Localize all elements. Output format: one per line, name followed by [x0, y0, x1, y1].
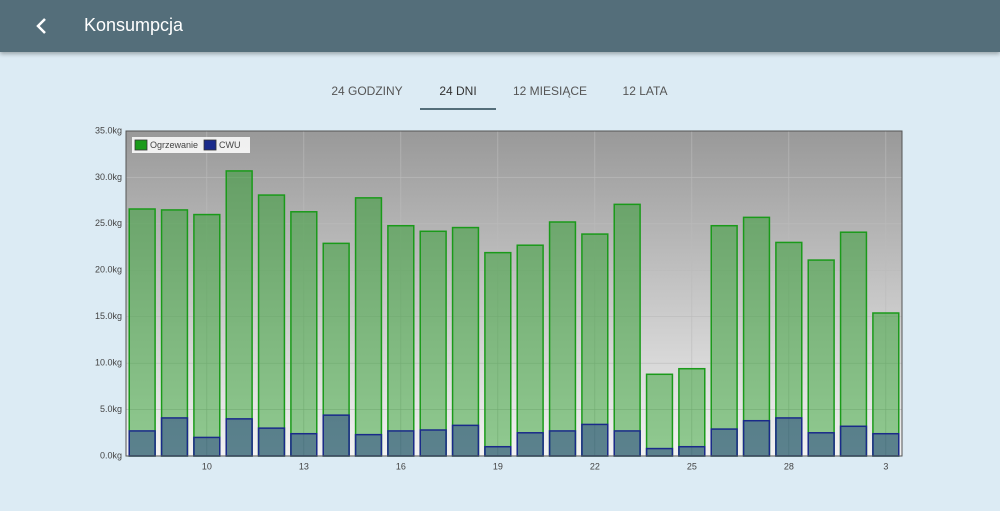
y-tick-label: 35.0kg: [95, 125, 122, 135]
bar: [387, 430, 415, 457]
x-tick-label: 10: [202, 461, 212, 471]
legend-swatch: [203, 139, 217, 151]
bar: [484, 445, 512, 457]
y-tick-label: 10.0kg: [95, 358, 122, 368]
legend-swatch: [134, 139, 148, 151]
bar: [419, 429, 447, 457]
x-tick-label: 3: [883, 461, 888, 471]
plot-background: [126, 131, 902, 456]
bar: [128, 208, 156, 457]
bar: [322, 414, 350, 457]
bar: [872, 432, 900, 457]
bar: [645, 447, 674, 457]
bar: [645, 373, 674, 457]
app-bar: Konsumpcja: [0, 0, 1000, 52]
bar: [257, 194, 286, 457]
tab-indicator: [420, 108, 496, 110]
y-tick-label: 20.0kg: [95, 265, 122, 275]
bar: [710, 428, 738, 457]
tab-bar: 24 GODZINY 24 DNI 12 MIESIĄCE 12 LATA: [0, 76, 1000, 112]
x-tick-label: 28: [784, 461, 794, 471]
tab[interactable]: 24 DNI: [439, 84, 477, 98]
x-tick-label: 19: [493, 461, 503, 471]
bar: [839, 231, 868, 457]
legend-label: CWU: [219, 140, 241, 150]
bar: [548, 221, 577, 457]
bar: [678, 367, 706, 457]
bar: [387, 224, 415, 457]
bar: [548, 430, 577, 457]
bar: [290, 211, 318, 457]
bar: [225, 170, 253, 457]
y-tick-label: 15.0kg: [95, 311, 122, 321]
bar: [451, 424, 480, 457]
bar: [484, 251, 512, 457]
y-tick-label: 0.0kg: [100, 450, 122, 460]
y-tick-label: 25.0kg: [95, 218, 122, 228]
bar: [451, 226, 480, 457]
plot-border: [125, 130, 903, 457]
y-tick-label: 30.0kg: [95, 172, 122, 182]
bar: [128, 430, 156, 457]
bar: [419, 230, 447, 457]
bar: [613, 430, 641, 457]
bar: [581, 423, 609, 457]
y-tick-label: 5.0kg: [100, 404, 122, 414]
bar: [839, 425, 868, 457]
legend-box: [132, 137, 250, 153]
bar: [354, 197, 383, 457]
x-tick-label: 13: [299, 461, 309, 471]
bar: [322, 242, 350, 457]
bar: [257, 427, 286, 457]
tab[interactable]: 24 GODZINY: [331, 84, 403, 98]
bar: [193, 213, 221, 457]
bar: [516, 244, 544, 457]
bar: [290, 432, 318, 457]
bar: [193, 436, 221, 457]
bar: [225, 418, 253, 457]
page-title: Konsumpcja: [84, 15, 184, 35]
tab[interactable]: 12 LATA: [622, 84, 668, 98]
bar: [354, 433, 383, 457]
bar: [807, 259, 835, 457]
x-tick-label: 25: [687, 461, 697, 471]
bar: [678, 445, 706, 457]
x-tick-label: 22: [590, 461, 600, 471]
x-tick-label: 16: [396, 461, 406, 471]
bar: [742, 419, 771, 457]
bar: [807, 432, 835, 457]
bar: [613, 203, 641, 457]
back-button[interactable]: [34, 16, 50, 36]
bar: [581, 233, 609, 457]
legend-label: Ogrzewanie: [150, 140, 198, 150]
bar: [872, 312, 900, 457]
bar: [516, 432, 544, 457]
bar: [710, 224, 738, 457]
bar: [160, 417, 189, 457]
bar: [775, 241, 803, 457]
bar: [775, 417, 803, 457]
tab[interactable]: 12 MIESIĄCE: [512, 84, 588, 98]
bar: [160, 209, 189, 457]
